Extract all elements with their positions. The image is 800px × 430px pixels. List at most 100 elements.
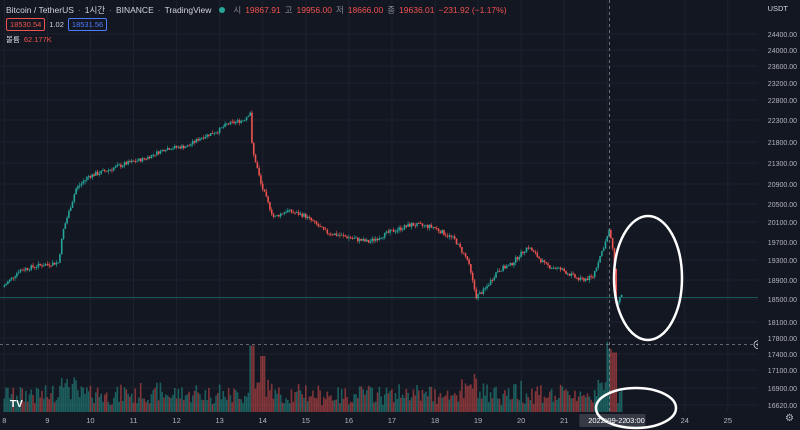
candle-body: [154, 154, 156, 156]
candle-body: [112, 167, 115, 171]
candle-body: [23, 270, 25, 271]
buy-price-button[interactable]: 18531.56: [67, 18, 108, 31]
candle-body: [437, 228, 440, 232]
candle-body: [121, 165, 124, 168]
candle-body: [224, 123, 226, 127]
candle-body: [123, 162, 126, 166]
volume-bar: [559, 384, 562, 412]
candle-body: [195, 139, 198, 143]
candle-body: [435, 228, 438, 229]
volume-bar: [46, 397, 49, 412]
time-tick-label: 18: [431, 416, 439, 425]
candle-body: [44, 263, 47, 266]
candle-body: [602, 248, 605, 252]
candle-body: [360, 238, 363, 241]
volume-bar: [209, 397, 212, 412]
volume-bar: [540, 385, 542, 412]
candle-body: [446, 235, 449, 237]
volume-bar: [218, 384, 221, 412]
candle-body: [139, 158, 142, 162]
volume-bar: [602, 389, 605, 412]
volume-bar: [82, 387, 85, 412]
volume-bar: [563, 390, 565, 412]
candle-body: [147, 156, 149, 160]
volume-bar: [534, 391, 537, 412]
close-value: 19636.01: [399, 5, 435, 15]
volume-bar: [348, 404, 350, 412]
candle-body: [604, 241, 607, 249]
low-value: 18666.00: [347, 5, 384, 15]
candle-body: [222, 126, 225, 128]
candle-body: [489, 280, 492, 286]
candle-body: [77, 186, 79, 189]
volume-bar: [617, 403, 619, 412]
candle-body: [172, 148, 174, 150]
volume-bar: [342, 398, 345, 412]
volume-bar: [604, 382, 607, 412]
candle-body: [48, 264, 50, 266]
symbol-name[interactable]: Bitcoin / TetherUS: [6, 5, 74, 15]
candle-body: [563, 268, 565, 272]
volume-bar: [84, 393, 86, 412]
candle-body: [595, 267, 598, 272]
volume-bar: [364, 394, 366, 412]
volume-bar: [32, 394, 34, 412]
volume-bar: [41, 390, 43, 412]
volume-bar: [294, 391, 296, 412]
volume-bar: [136, 403, 138, 412]
volume-bar: [249, 345, 251, 412]
candle-body: [540, 258, 542, 263]
candle-body: [577, 277, 580, 281]
volume-bar: [154, 387, 156, 412]
candle-body: [502, 265, 504, 271]
volume-bar: [496, 398, 499, 412]
volume-bar: [488, 402, 490, 412]
volume-bar: [608, 349, 610, 412]
candle-body: [26, 268, 29, 270]
candle-body: [382, 237, 384, 239]
candle-body: [227, 123, 230, 125]
time-tick-label: 14: [259, 416, 267, 425]
time-tick-label: 22: [603, 416, 611, 425]
volume-bar: [337, 387, 339, 412]
volume-bar: [432, 401, 434, 412]
candle-body: [184, 146, 187, 149]
gear-icon[interactable]: ⚙: [785, 413, 794, 424]
candle-body: [182, 145, 185, 149]
volume-bar: [360, 386, 363, 412]
candle-body: [337, 235, 339, 236]
currency-label[interactable]: USDT: [767, 4, 788, 13]
candle-body: [157, 151, 160, 154]
candle-body: [285, 212, 287, 214]
candle-body: [120, 164, 122, 168]
volume-bar: [75, 380, 77, 412]
volume-bar: [313, 397, 316, 412]
candle-body: [331, 234, 334, 236]
candle-body: [60, 238, 63, 255]
candle-body: [376, 238, 379, 241]
volume-bar: [182, 400, 185, 412]
volume-bar: [620, 388, 623, 412]
volume-bar: [428, 386, 431, 412]
volume-bar: [258, 382, 260, 412]
candle-body: [98, 173, 101, 175]
price-tick-label: 18500.00: [768, 297, 797, 304]
candle-body: [39, 263, 41, 266]
volume-bar: [77, 389, 79, 412]
crosshair-time: 03:00: [626, 416, 645, 425]
symbol-header: Bitcoin / TetherUS · 1시간 · BINANCE · Tra…: [6, 5, 507, 15]
volume-bar: [190, 402, 192, 412]
candle-body: [392, 229, 395, 232]
interval-label[interactable]: 1시간: [84, 5, 106, 15]
volume-bar: [254, 388, 257, 412]
volume-bar: [139, 382, 142, 412]
volume-bar: [130, 393, 133, 412]
candle-body: [357, 237, 359, 242]
candle-body: [93, 174, 95, 176]
volume-bar: [532, 403, 535, 412]
sell-price-button[interactable]: 18530.54: [6, 18, 46, 31]
candle-body: [234, 121, 237, 124]
candle-body: [461, 247, 463, 253]
candle-body: [443, 230, 445, 235]
